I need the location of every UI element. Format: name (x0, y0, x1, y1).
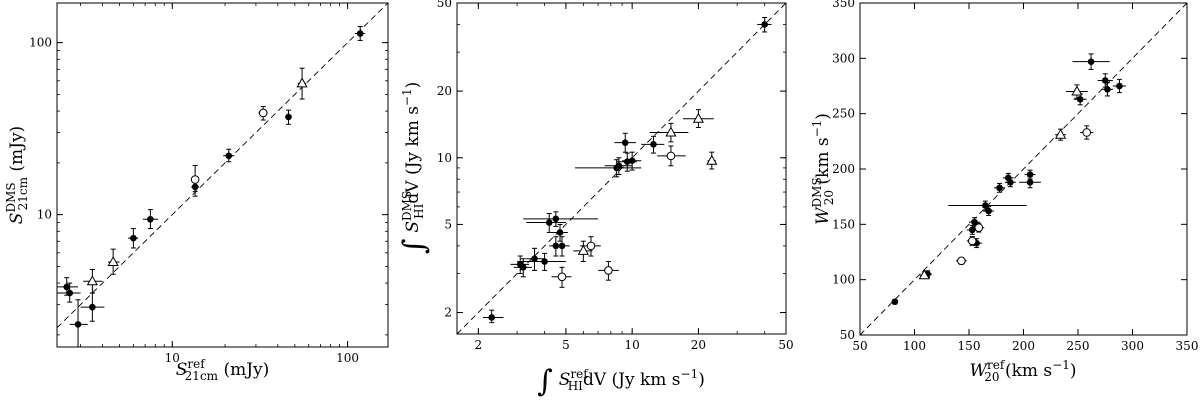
panel-1-x-tick-label: 10 (165, 351, 180, 365)
panel-1-filled-circle-point-6 (142, 209, 159, 230)
panel-2-x-tick-label: 5 (562, 338, 570, 352)
panel-1-open-triangle-point-1 (83, 268, 103, 294)
panel-3-y-tick-label: 300 (832, 51, 855, 65)
panel-1-open-circle-point-2 (258, 106, 268, 121)
panel-1-x-tick-label: 100 (336, 351, 359, 365)
panel-2-y-tick-label: 10 (437, 151, 452, 165)
panel-3-ticks: 50 100 150 200 250 300 350 50 100 150 200 250 300 350 (832, 0, 1198, 353)
panel-3-filled-circle-point-14 (1072, 53, 1110, 70)
panel-3-filled-circle-point-4 (969, 217, 980, 228)
panel-1-frame (56, 2, 389, 348)
panel-3-y-tick-label: 350 (832, 0, 855, 10)
panel-2-y-tick-label: 20 (437, 84, 452, 98)
panel-2: 2 5 10 20 50 2 5 10 20 50 ∫ Sref HIdV (Jy km s−1) ∫… (397, 0, 794, 399)
panel-3-x-tick-label: 300 (1121, 339, 1144, 353)
panel-3-open-circle-point-3 (973, 222, 985, 233)
panel-3-y-tick-label: 100 (832, 273, 855, 287)
panel-2-filled-circle-point-7 (523, 211, 599, 227)
panel-2-y-tick-label: 50 (437, 0, 452, 10)
panel-1-open-triangle-point-2 (107, 248, 120, 275)
panel-3-open-triangle-point-2 (1054, 128, 1067, 141)
panel-3-filled-circle-point-15 (1097, 73, 1113, 88)
panel-1-filled-circle-point-2 (57, 282, 81, 303)
panel-1-open-triangle-point-3 (296, 67, 308, 100)
panel-1-filled-circle-point-4 (80, 292, 105, 322)
panel-3-marks (859, 2, 1188, 336)
panel-3-y-tick-label: 150 (832, 217, 855, 231)
panel-2-open-triangle-point-4 (706, 151, 718, 170)
panel-2-filled-circle-point-17 (757, 17, 772, 33)
panel-2-open-circle-point-2 (580, 236, 601, 257)
panel-3-one-to-one-line (859, 2, 1188, 336)
panel-2-marks (456, 2, 787, 335)
panel-3-y-label: WDMS20 (km s−1) (810, 113, 836, 225)
panel-1-filled-circle-point-8 (223, 148, 235, 163)
panel-1-y-tick-label: 100 (29, 36, 52, 50)
panel-1-marks (56, 2, 389, 348)
panel-2-frame (456, 2, 787, 335)
panel-2-y-tick-label: 5 (444, 217, 452, 231)
panel-1-filled-circle-point-5 (128, 228, 139, 249)
panel-2-filled-circle-point-10 (551, 223, 568, 242)
panel-1-filled-circle-point-10 (354, 26, 366, 41)
panel-1-x-label: Sref 21cm (mJy) (176, 357, 270, 383)
panel-2-filled-circle-point-15 (622, 151, 642, 171)
panel-2-x-tick-label: 10 (625, 338, 640, 352)
panel-2-filled-circle-point-6 (526, 213, 566, 233)
panel-2-open-circle-point-4 (657, 145, 686, 167)
panel-3-open-circle-point-2 (966, 236, 978, 246)
panel-3-x-tick-label: 100 (903, 339, 926, 353)
panel-1: 10 100 10 100 Sref 21cm (mJy) SDMS21cm (mJy) (4, 2, 389, 383)
panel-2-filled-circle-point-1 (482, 309, 504, 324)
panel-2-open-triangle-point-3 (682, 109, 714, 128)
panel-2-x-label: ∫ Sref HIdV (Jy km s−1) (537, 364, 705, 399)
panel-3-filled-circle-point-10 (1004, 177, 1016, 188)
panel-3-open-circle-point-4 (1080, 125, 1094, 140)
panel-3-filled-circle-point-1 (891, 298, 899, 306)
panel-2-open-circle-point-1 (551, 266, 572, 288)
panel-3-x-tick-label: 150 (958, 339, 981, 353)
panel-3-filled-circle-point-12 (1024, 169, 1036, 180)
panel-3-x-tick-label: 350 (1176, 339, 1199, 353)
panel-2-filled-circle-point-16 (641, 135, 665, 154)
panel-2-x-tick-label: 2 (475, 338, 483, 352)
panel-3-x-tick-label: 50 (852, 339, 867, 353)
panel-1-y-label: SDMS21cm (mJy) (4, 126, 30, 224)
panel-2-x-tick-label: 20 (691, 338, 706, 352)
panel-3-y-tick-label: 250 (832, 107, 855, 121)
panel-2-y-label: ∫SDMSHIdV (Jy km s−1) (397, 82, 432, 255)
panel-1-y-tick-label: 10 (37, 208, 52, 222)
panel-1-filled-circle-point-9 (285, 109, 292, 125)
panel-2-y-tick-label: 2 (444, 306, 452, 320)
panel-2-filled-circle-point-13 (614, 132, 636, 153)
panel-3-x-label: Wref 20 (km s−1) (970, 358, 1077, 384)
panel-3-filled-circle-point-17 (1112, 78, 1126, 94)
panel-2-one-to-one-line (456, 2, 787, 335)
panel-3-x-tick-label: 250 (1067, 339, 1090, 353)
panel-2-open-circle-point-3 (598, 261, 619, 281)
panel-2-filled-circle-point-9 (553, 236, 570, 257)
panel-3-filled-circle-point-8 (994, 182, 1005, 193)
panel-1-ticks: 10 100 10 100 (29, 3, 388, 365)
panel-1-open-circle-point-1 (190, 165, 200, 193)
panel-3-open-triangle-point-3 (1066, 84, 1088, 99)
panel-3-x-tick-label: 200 (1012, 339, 1035, 353)
panel-1-one-to-one-line (56, 2, 389, 329)
panel-2-open-triangle-point-1 (573, 240, 593, 263)
panel-3-filled-circle-point-16 (1101, 82, 1113, 97)
panel-3-filled-circle-point-6 (948, 200, 1027, 211)
panel-3-open-triangle-point-1 (918, 269, 930, 280)
panel-3: 50 100 150 200 250 300 350 50 100 150 200 250 300 350… (810, 0, 1198, 384)
panel-2-filled-circle-point-4 (526, 247, 545, 271)
panel-2-x-tick-label: 50 (778, 338, 793, 352)
panel-2-ticks: 2 5 10 20 50 2 5 10 20 50 (437, 0, 794, 352)
panel-2-open-triangle-point-2 (649, 122, 689, 143)
panel-3-open-circle-point-1 (955, 256, 967, 266)
panel-3-filled-circle-point-7 (983, 206, 995, 216)
panel-2-filled-circle-point-5 (517, 252, 566, 271)
panel-3-y-tick-label: 200 (832, 162, 855, 176)
panel-3-y-tick-label: 50 (840, 328, 855, 342)
